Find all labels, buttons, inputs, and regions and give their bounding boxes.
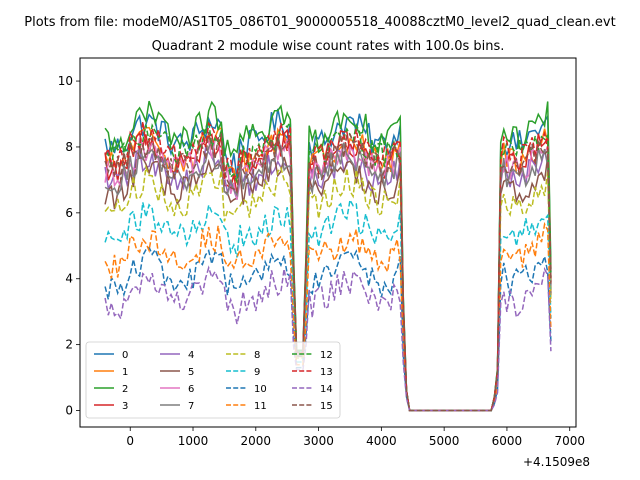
legend-label-15: 15 <box>320 401 333 412</box>
legend-label-11: 11 <box>254 401 267 412</box>
x-tick-label: 3000 <box>303 434 334 448</box>
legend-label-5: 5 <box>188 367 194 378</box>
legend-label-8: 8 <box>254 350 260 361</box>
y-tick-label: 6 <box>65 206 73 220</box>
x-tick-label: 5000 <box>429 434 460 448</box>
x-tick-label: 0 <box>126 434 134 448</box>
legend-label-1: 1 <box>122 367 128 378</box>
axes-frame <box>79 57 577 428</box>
legend-label-7: 7 <box>188 401 194 412</box>
x-tick-label: 1000 <box>178 434 209 448</box>
legend-label-2: 2 <box>122 384 128 395</box>
y-tick-label: 4 <box>65 272 73 286</box>
x-tick-label: 7000 <box>554 434 585 448</box>
y-tick-label: 0 <box>65 404 73 418</box>
legend-label-6: 6 <box>188 384 194 395</box>
series-line-13 <box>104 121 552 412</box>
legend-label-14: 14 <box>320 384 333 395</box>
legend-label-4: 4 <box>188 350 194 361</box>
legend-label-13: 13 <box>320 367 333 378</box>
legend-label-3: 3 <box>122 401 128 412</box>
series-layer <box>104 100 552 412</box>
y-tick-label: 2 <box>65 338 73 352</box>
x-offset-label: +4.1509e8 <box>523 455 590 469</box>
legend-box <box>85 341 341 419</box>
x-tick-label: 2000 <box>241 434 272 448</box>
x-axis: 0 1000 2000 3000 4000 5000 6000 7000 <box>126 427 585 448</box>
x-tick-label: 6000 <box>492 434 523 448</box>
legend-label-9: 9 <box>254 367 260 378</box>
y-tick-label: 10 <box>58 74 73 88</box>
y-tick-label: 8 <box>65 140 73 154</box>
legend-label-10: 10 <box>254 384 267 395</box>
series-line-9 <box>104 197 552 412</box>
legend-label-0: 0 <box>122 350 128 361</box>
suptitle: Plots from file: modeM0/AS1T05_086T01_90… <box>24 15 615 30</box>
x-tick-label: 4000 <box>366 434 397 448</box>
series-line-10 <box>104 246 552 412</box>
legend-label-12: 12 <box>320 350 333 361</box>
series-line-15 <box>104 131 552 412</box>
chart-title: Quadrant 2 module wise count rates with … <box>152 39 505 54</box>
y-axis: 0 2 4 6 8 10 <box>58 74 80 418</box>
